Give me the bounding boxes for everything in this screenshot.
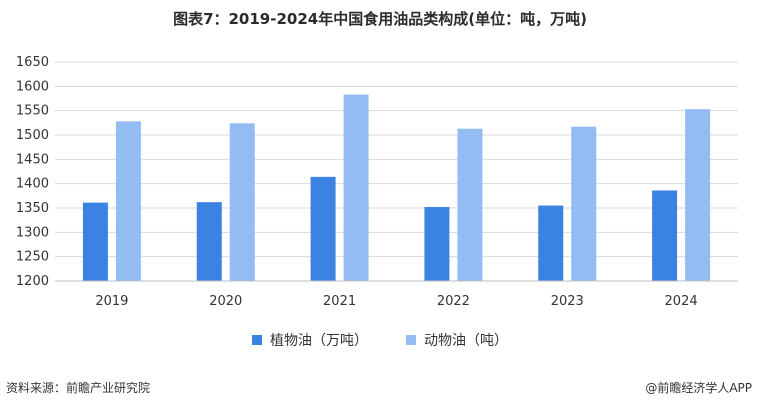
- x-tick-label: 2019: [95, 294, 128, 309]
- y-tick-label: 1350: [16, 201, 49, 216]
- source-note: 资料来源：前瞻产业研究院: [6, 381, 151, 395]
- bar-animal-oil: [571, 126, 597, 281]
- chart-title: 图表7：2019-2024年中国食用油品类构成(单位：吨，万吨): [173, 10, 587, 28]
- bar-animal-oil: [115, 121, 141, 281]
- y-tick-label: 1400: [16, 177, 49, 192]
- legend-swatch-animal-oil: [406, 335, 416, 345]
- bar-animal-oil: [229, 123, 255, 281]
- x-tick-label: 2024: [665, 294, 698, 309]
- y-tick-label: 1250: [16, 250, 49, 265]
- y-tick-label: 1600: [16, 79, 49, 94]
- bar-vegetable-oil: [538, 205, 564, 281]
- bar-animal-oil: [343, 94, 369, 282]
- bar-vegetable-oil: [196, 202, 222, 281]
- legend-label-vegetable-oil: 植物油（万吨）: [270, 333, 368, 349]
- y-tick-label: 1300: [16, 225, 49, 240]
- bar-vegetable-oil: [652, 190, 678, 281]
- x-tick-label: 2022: [437, 294, 470, 309]
- y-tick-label: 1550: [16, 104, 49, 119]
- chart-legend: 植物油（万吨） 动物油（吨）: [0, 330, 760, 350]
- bar-vegetable-oil: [82, 202, 108, 281]
- bar-animal-oil: [457, 128, 483, 281]
- x-tick-label: 2023: [551, 294, 584, 309]
- copyright-note: @前瞻经济学人APP: [645, 381, 752, 395]
- legend-swatch-vegetable-oil: [252, 335, 262, 345]
- legend-item-vegetable-oil: 植物油（万吨）: [252, 330, 368, 350]
- y-tick-label: 1450: [16, 152, 49, 167]
- y-tick-label: 1200: [16, 274, 49, 289]
- bar-vegetable-oil: [310, 176, 336, 281]
- x-tick-label: 2020: [209, 294, 242, 309]
- y-tick-label: 1650: [16, 55, 49, 70]
- x-tick-label: 2021: [323, 294, 356, 309]
- legend-item-animal-oil: 动物油（吨）: [406, 330, 508, 350]
- y-tick-label: 1500: [16, 128, 49, 143]
- bar-animal-oil: [685, 109, 711, 281]
- legend-label-animal-oil: 动物油（吨）: [424, 333, 508, 349]
- bar-vegetable-oil: [424, 207, 450, 281]
